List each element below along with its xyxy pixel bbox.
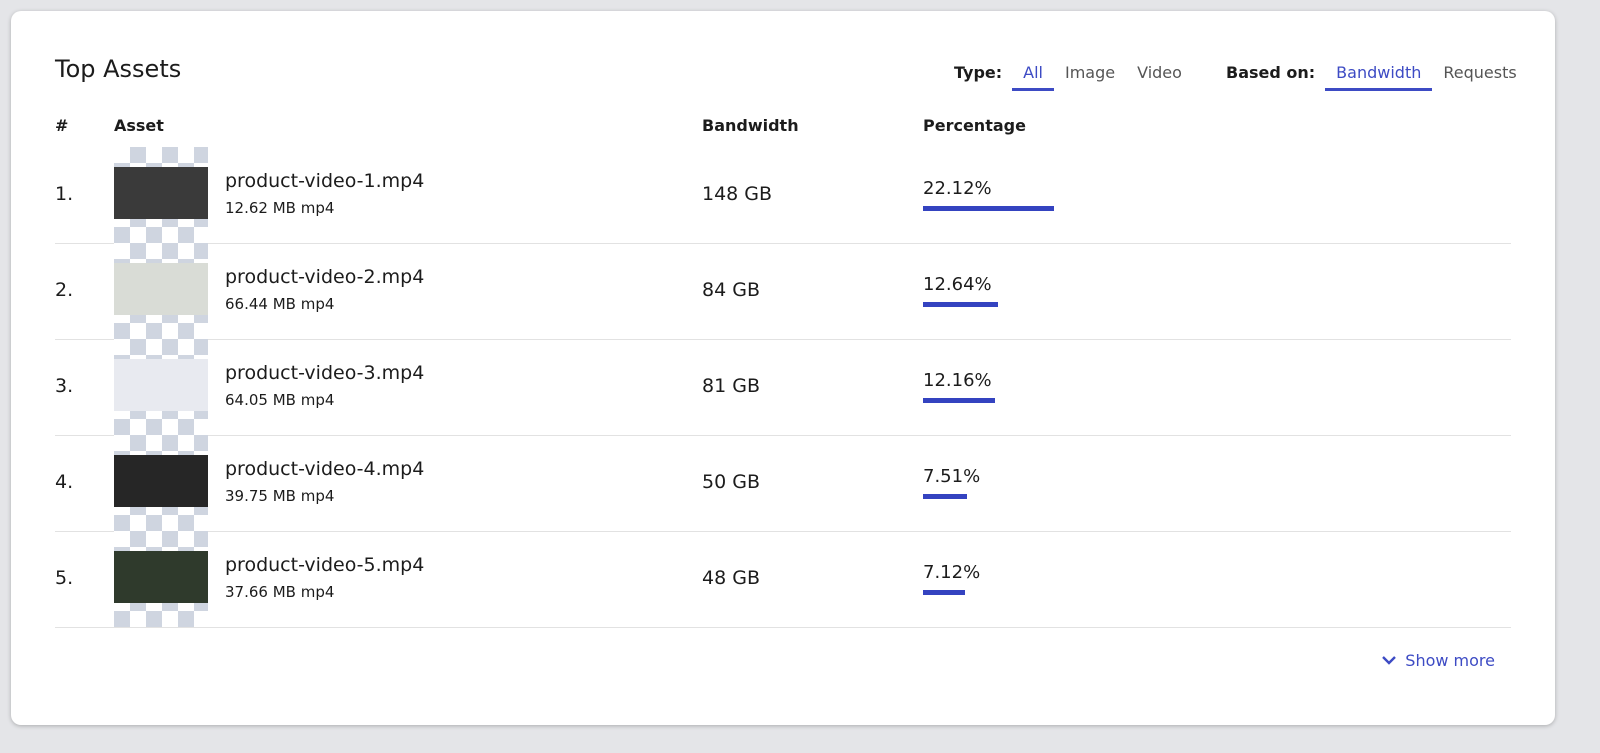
thumbnail xyxy=(114,339,208,435)
column-header: Bandwidth xyxy=(702,116,799,135)
asset-name: product-video-1.mp4 xyxy=(225,170,425,192)
percentage: 12.16% xyxy=(923,370,992,391)
asset-name: product-video-5.mp4 xyxy=(225,554,425,576)
rank: 4. xyxy=(55,471,74,493)
thumbnail-image xyxy=(114,167,208,219)
asset-name: product-video-3.mp4 xyxy=(225,362,425,384)
chevron-icon xyxy=(1382,656,1397,665)
bandwidth: 84 GB xyxy=(702,279,760,301)
thumbnail-image xyxy=(114,551,208,603)
percentage-bar xyxy=(923,590,965,595)
filter-tab[interactable]: All xyxy=(1012,61,1054,91)
percentage-bar xyxy=(923,494,968,499)
rank: 3. xyxy=(55,375,74,397)
asset-row[interactable]: 5. product-video-5.mp4 37.66 MB mp4 48 GB 7.… xyxy=(55,531,1511,628)
bandwidth: 81 GB xyxy=(702,375,760,397)
asset-row[interactable]: 4. product-video-4.mp4 39.75 MB mp4 50 GB 7.… xyxy=(55,435,1511,532)
thumbnail-image xyxy=(114,455,208,507)
percentage-bar xyxy=(923,398,995,403)
show-more-text: Show more xyxy=(1405,651,1495,670)
card: Top Assets Type: All Image Video Based on: B… xyxy=(11,11,1555,725)
percentage: 7.12% xyxy=(923,562,981,583)
thumbnail xyxy=(114,243,208,339)
percentage: 7.51% xyxy=(923,466,981,487)
thumbnail xyxy=(114,147,208,243)
percentage: 22.12% xyxy=(923,178,992,199)
show-more[interactable]: Show more xyxy=(1381,651,1495,670)
bandwidth: 148 GB xyxy=(702,183,773,205)
column-header: # xyxy=(55,116,69,135)
thumbnail-image xyxy=(114,359,208,411)
percentage-bar xyxy=(923,206,1054,211)
asset-meta: 39.75 MB mp4 xyxy=(225,487,335,505)
filter-tab[interactable]: Bandwidth xyxy=(1325,61,1433,91)
asset-row[interactable]: 2. product-video-2.mp4 66.44 MB mp4 84 GB 12… xyxy=(55,243,1511,340)
filter-tab[interactable]: Video xyxy=(1137,63,1182,82)
thumbnail xyxy=(114,531,208,627)
column-header: Percentage xyxy=(923,116,1026,135)
column-header: Asset xyxy=(114,116,164,135)
asset-row[interactable]: 3. product-video-3.mp4 64.05 MB mp4 81 GB 12… xyxy=(55,339,1511,436)
asset-meta: 64.05 MB mp4 xyxy=(225,391,335,409)
rank: 5. xyxy=(55,567,74,589)
thumbnail xyxy=(114,435,208,531)
asset-meta: 12.62 MB mp4 xyxy=(225,199,335,217)
asset-meta: 66.44 MB mp4 xyxy=(225,295,335,313)
rank: 1. xyxy=(55,183,74,205)
based-on-filter: Based on: Bandwidth Requests xyxy=(1226,61,1528,91)
thumbnail-image xyxy=(114,263,208,315)
filter-tab[interactable]: Image xyxy=(1065,63,1116,82)
percentage: 12.64% xyxy=(923,274,992,295)
asset-name: product-video-2.mp4 xyxy=(225,266,425,288)
filter-tab[interactable]: Requests xyxy=(1443,63,1517,82)
asset-name: product-video-4.mp4 xyxy=(225,458,425,480)
percentage-bar xyxy=(923,302,998,307)
bandwidth: 50 GB xyxy=(702,471,760,493)
asset-row[interactable]: 1. product-video-1.mp4 12.62 MB mp4 148 GB 2… xyxy=(55,147,1511,244)
rank: 2. xyxy=(55,279,74,301)
filter-label: Type: xyxy=(954,63,1003,82)
bandwidth: 48 GB xyxy=(702,567,760,589)
type-filter: Type: All Image Video xyxy=(954,61,1193,91)
asset-meta: 37.66 MB mp4 xyxy=(225,583,335,601)
title: Top Assets xyxy=(55,55,182,83)
filter-label: Based on: xyxy=(1226,63,1316,82)
